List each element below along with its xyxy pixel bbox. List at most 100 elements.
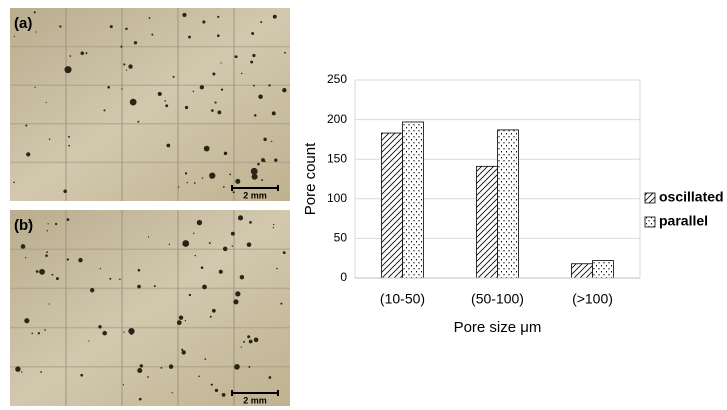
pore — [254, 114, 257, 117]
pore — [234, 55, 236, 58]
pore — [177, 186, 180, 188]
pore — [217, 15, 220, 18]
pore — [28, 221, 30, 224]
pore — [243, 340, 245, 343]
pore — [247, 335, 251, 339]
y-tick-label: 200 — [327, 112, 347, 126]
pore — [99, 267, 102, 270]
pore — [181, 350, 186, 355]
pore — [248, 339, 253, 344]
pore — [229, 173, 232, 176]
pore — [272, 14, 277, 19]
pore — [214, 388, 219, 393]
pore — [55, 277, 59, 281]
pore — [157, 91, 162, 97]
pore — [204, 146, 206, 149]
pore — [59, 25, 62, 28]
pore — [98, 325, 102, 329]
pore — [193, 232, 195, 234]
pore — [128, 327, 135, 335]
pore — [223, 151, 228, 156]
pore — [69, 55, 72, 57]
pore — [151, 33, 154, 36]
pore — [102, 330, 107, 336]
pore — [237, 215, 244, 221]
pore — [20, 244, 26, 249]
pore — [263, 137, 267, 142]
pore — [208, 242, 211, 245]
panel-label: (a) — [14, 15, 32, 32]
pore — [221, 392, 226, 397]
pore — [271, 140, 273, 143]
pore — [123, 63, 126, 66]
pore — [188, 35, 191, 39]
legend-swatch — [644, 216, 656, 228]
pore — [68, 144, 70, 147]
micrographs: (a) 2 mm (b) 2 mm — [10, 8, 290, 406]
pore — [119, 278, 121, 281]
pore — [153, 285, 156, 288]
pore — [133, 41, 138, 45]
panel-label: (b) — [14, 217, 33, 234]
pore — [240, 72, 243, 75]
pore — [274, 158, 278, 162]
scale-label: 2 mm — [243, 190, 267, 200]
pore — [125, 69, 128, 71]
pore — [193, 182, 196, 184]
pore — [268, 376, 272, 379]
pore — [137, 367, 143, 374]
pore — [109, 277, 112, 280]
pore — [66, 218, 70, 221]
pore — [138, 397, 142, 401]
pore — [47, 223, 49, 225]
pore — [46, 251, 48, 254]
pore — [21, 371, 23, 373]
scale-bar — [231, 185, 279, 191]
pore — [80, 51, 85, 56]
pore — [182, 12, 187, 17]
pore — [230, 231, 235, 236]
pore — [253, 337, 259, 343]
pore — [257, 162, 260, 166]
pore — [123, 331, 125, 333]
pore — [24, 318, 30, 324]
pore — [196, 219, 203, 226]
pore — [253, 84, 255, 87]
pore — [90, 288, 95, 293]
pore — [271, 111, 276, 116]
pore — [220, 62, 222, 64]
y-tick-label: 50 — [334, 231, 348, 245]
y-tick-label: 100 — [327, 191, 347, 205]
bar — [381, 132, 403, 279]
y-axis-title: Pore count — [302, 142, 319, 215]
pore — [252, 53, 256, 58]
pore — [68, 135, 70, 138]
pore — [85, 52, 88, 55]
pore — [210, 383, 213, 386]
pore — [13, 181, 15, 184]
pore — [39, 268, 45, 275]
pore — [222, 246, 228, 252]
pore — [214, 101, 217, 104]
pore — [26, 152, 31, 157]
pore — [128, 64, 133, 69]
pore — [137, 284, 141, 289]
pore — [198, 375, 200, 377]
pore — [176, 320, 182, 326]
pore — [188, 293, 192, 297]
bar-chart: 0 50 100 150 200 250 (10-50) (50-100) (>100) Pore… — [302, 72, 724, 336]
pore — [15, 366, 21, 372]
pore — [165, 104, 169, 108]
pore — [24, 256, 27, 259]
scale-label: 2 mm — [243, 395, 267, 405]
pore — [222, 186, 225, 188]
pore — [251, 173, 258, 180]
pore — [234, 364, 240, 370]
pore — [231, 245, 234, 247]
pore — [211, 308, 216, 313]
y-tick-label: 150 — [327, 151, 347, 165]
pore — [40, 371, 42, 373]
pore — [268, 84, 271, 87]
pore — [235, 178, 241, 184]
pore — [48, 303, 50, 305]
